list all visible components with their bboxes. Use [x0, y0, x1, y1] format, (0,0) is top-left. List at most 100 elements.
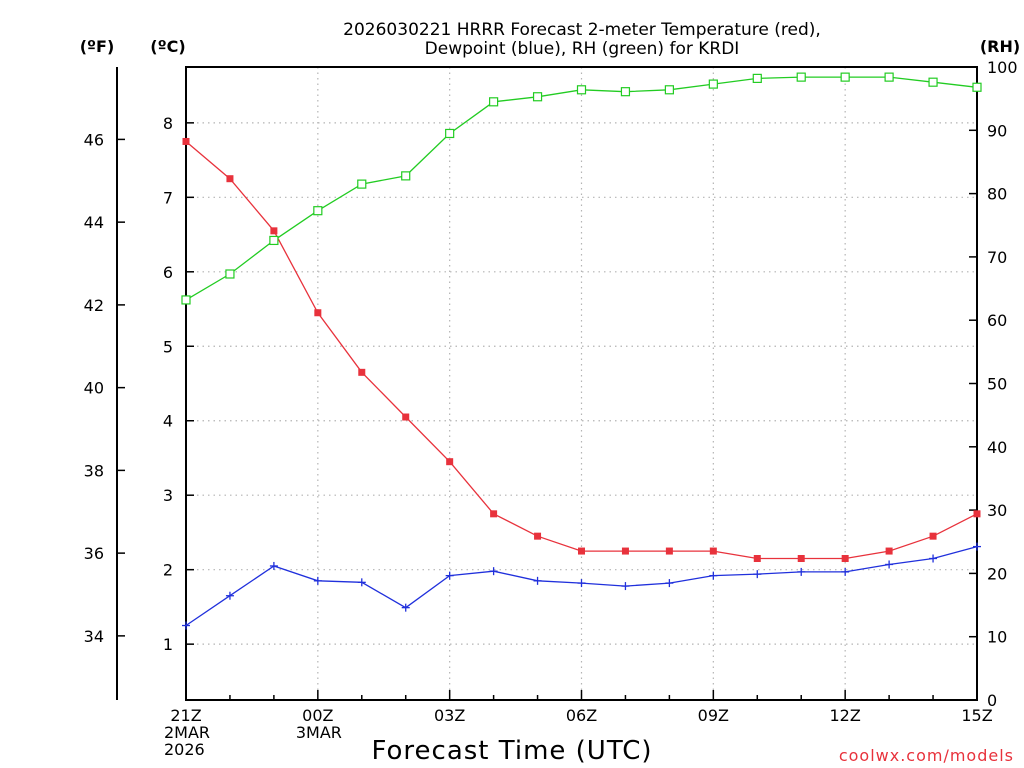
temperature-point [753, 555, 761, 563]
x-tick-label: 09Z [698, 706, 729, 725]
rh-tick-label: 40 [987, 438, 1007, 457]
rh-unit-label: (RH) [980, 37, 1020, 56]
rh-point [576, 85, 587, 95]
temperature-point [490, 510, 498, 518]
rh-point [972, 82, 982, 92]
temperature-point [973, 510, 981, 518]
x-tick-label: 06Z [566, 706, 597, 725]
dewpoint-point [885, 560, 894, 569]
dewpoint-point [577, 579, 586, 588]
dewpoint-point [269, 561, 278, 570]
fahrenheit-tick-label: 38 [84, 461, 104, 480]
rh-tick-label: 10 [987, 628, 1007, 647]
temperature-point [446, 458, 454, 466]
rh-point [884, 72, 894, 82]
temperature-point [314, 309, 322, 317]
dewpoint-point [841, 567, 850, 576]
rh-point [796, 72, 806, 82]
temperature-point [709, 547, 717, 555]
temperature-point [841, 555, 849, 563]
celsius-tick-label: 6 [163, 263, 173, 282]
fahrenheit-tick-label: 40 [84, 379, 104, 398]
rh-point [225, 269, 235, 279]
dewpoint-point [709, 571, 718, 580]
celsius-tick-label: 8 [163, 114, 173, 133]
dewpoint-point [225, 591, 234, 600]
celsius-tick-label: 4 [163, 412, 173, 431]
temperature-point [270, 227, 278, 235]
rh-point [620, 87, 631, 97]
temperature-point [621, 547, 629, 555]
dewpoint-point [401, 603, 410, 612]
rh-point [269, 235, 279, 246]
rh-tick-label: 30 [987, 501, 1007, 520]
chart-title-line1: 2026030221 HRRR Forecast 2-meter Tempera… [343, 20, 821, 40]
x-date-label: 2026 [164, 740, 205, 759]
rh-tick-label: 0 [987, 691, 997, 710]
rh-point [313, 206, 323, 216]
rh-point [401, 171, 411, 181]
dewpoint-point [621, 582, 630, 591]
rh-tick-label: 80 [987, 185, 1007, 204]
x-tick-label: 03Z [434, 706, 465, 725]
temperature-point [534, 532, 542, 540]
dewpoint-point [973, 542, 981, 551]
rh-point [840, 72, 850, 82]
rh-point [532, 92, 543, 102]
rh-point [181, 295, 191, 305]
x-axis-label: Forecast Time (UTC) [371, 736, 652, 766]
chart-title-line2: Dewpoint (blue), RH (green) for KRDI [425, 39, 740, 59]
temperature-point [578, 547, 585, 555]
temperature-point [226, 175, 234, 183]
fahrenheit-tick-label: 42 [84, 296, 104, 315]
fahrenheit-tick-label: 46 [84, 130, 104, 149]
rh-tick-label: 60 [987, 311, 1007, 330]
dewpoint-point [929, 554, 938, 563]
celsius-tick-label: 5 [163, 337, 173, 356]
dewpoint-point [313, 576, 322, 585]
x-date-label: 3MAR [296, 723, 342, 742]
x-tick-label: 15Z [961, 706, 992, 725]
rh-point [708, 79, 718, 89]
axis-ticks: 1234567834363840424446010203040506070809… [84, 58, 1018, 759]
rh-tick-label: 20 [987, 564, 1007, 583]
fahrenheit-tick-label: 36 [84, 544, 104, 563]
dewpoint-point [445, 571, 454, 580]
fahrenheit-unit-label: (ºF) [80, 37, 115, 56]
dewpoint-point [182, 621, 190, 630]
dewpoint-point [357, 578, 366, 587]
dewpoint-point [533, 576, 542, 585]
rh-point [489, 97, 499, 107]
dewpoint-point [489, 567, 498, 576]
credit-link[interactable]: coolwx.com/models [839, 746, 1014, 765]
rh-point [752, 73, 762, 83]
celsius-tick-label: 3 [163, 486, 173, 505]
temperature-point [885, 547, 893, 555]
temperature-point [358, 368, 366, 376]
rh-tick-label: 90 [987, 121, 1007, 140]
fahrenheit-tick-label: 44 [84, 213, 104, 232]
fahrenheit-tick-label: 34 [84, 627, 104, 646]
rh-point [928, 77, 938, 87]
dewpoint-point [665, 579, 674, 588]
rh-point [664, 85, 674, 95]
celsius-tick-label: 7 [163, 188, 173, 207]
series-group [181, 72, 982, 630]
dewpoint-point [797, 567, 806, 576]
rh-tick-label: 50 [987, 375, 1007, 394]
celsius-tick-label: 2 [163, 561, 173, 580]
series-layer [181, 72, 982, 630]
rh-point [445, 128, 455, 139]
x-tick-label: 00Z [302, 706, 333, 725]
celsius-tick-label: 1 [163, 635, 173, 654]
rh-point [357, 179, 367, 189]
temperature-point [929, 532, 937, 540]
gridlines [186, 67, 977, 700]
celsius-unit-label: (ºC) [150, 37, 185, 56]
temperature-point [797, 555, 805, 563]
temperature-line [185, 141, 978, 560]
temperature-point [402, 413, 410, 421]
dewpoint-point [753, 570, 762, 579]
temperature-point [182, 137, 190, 145]
